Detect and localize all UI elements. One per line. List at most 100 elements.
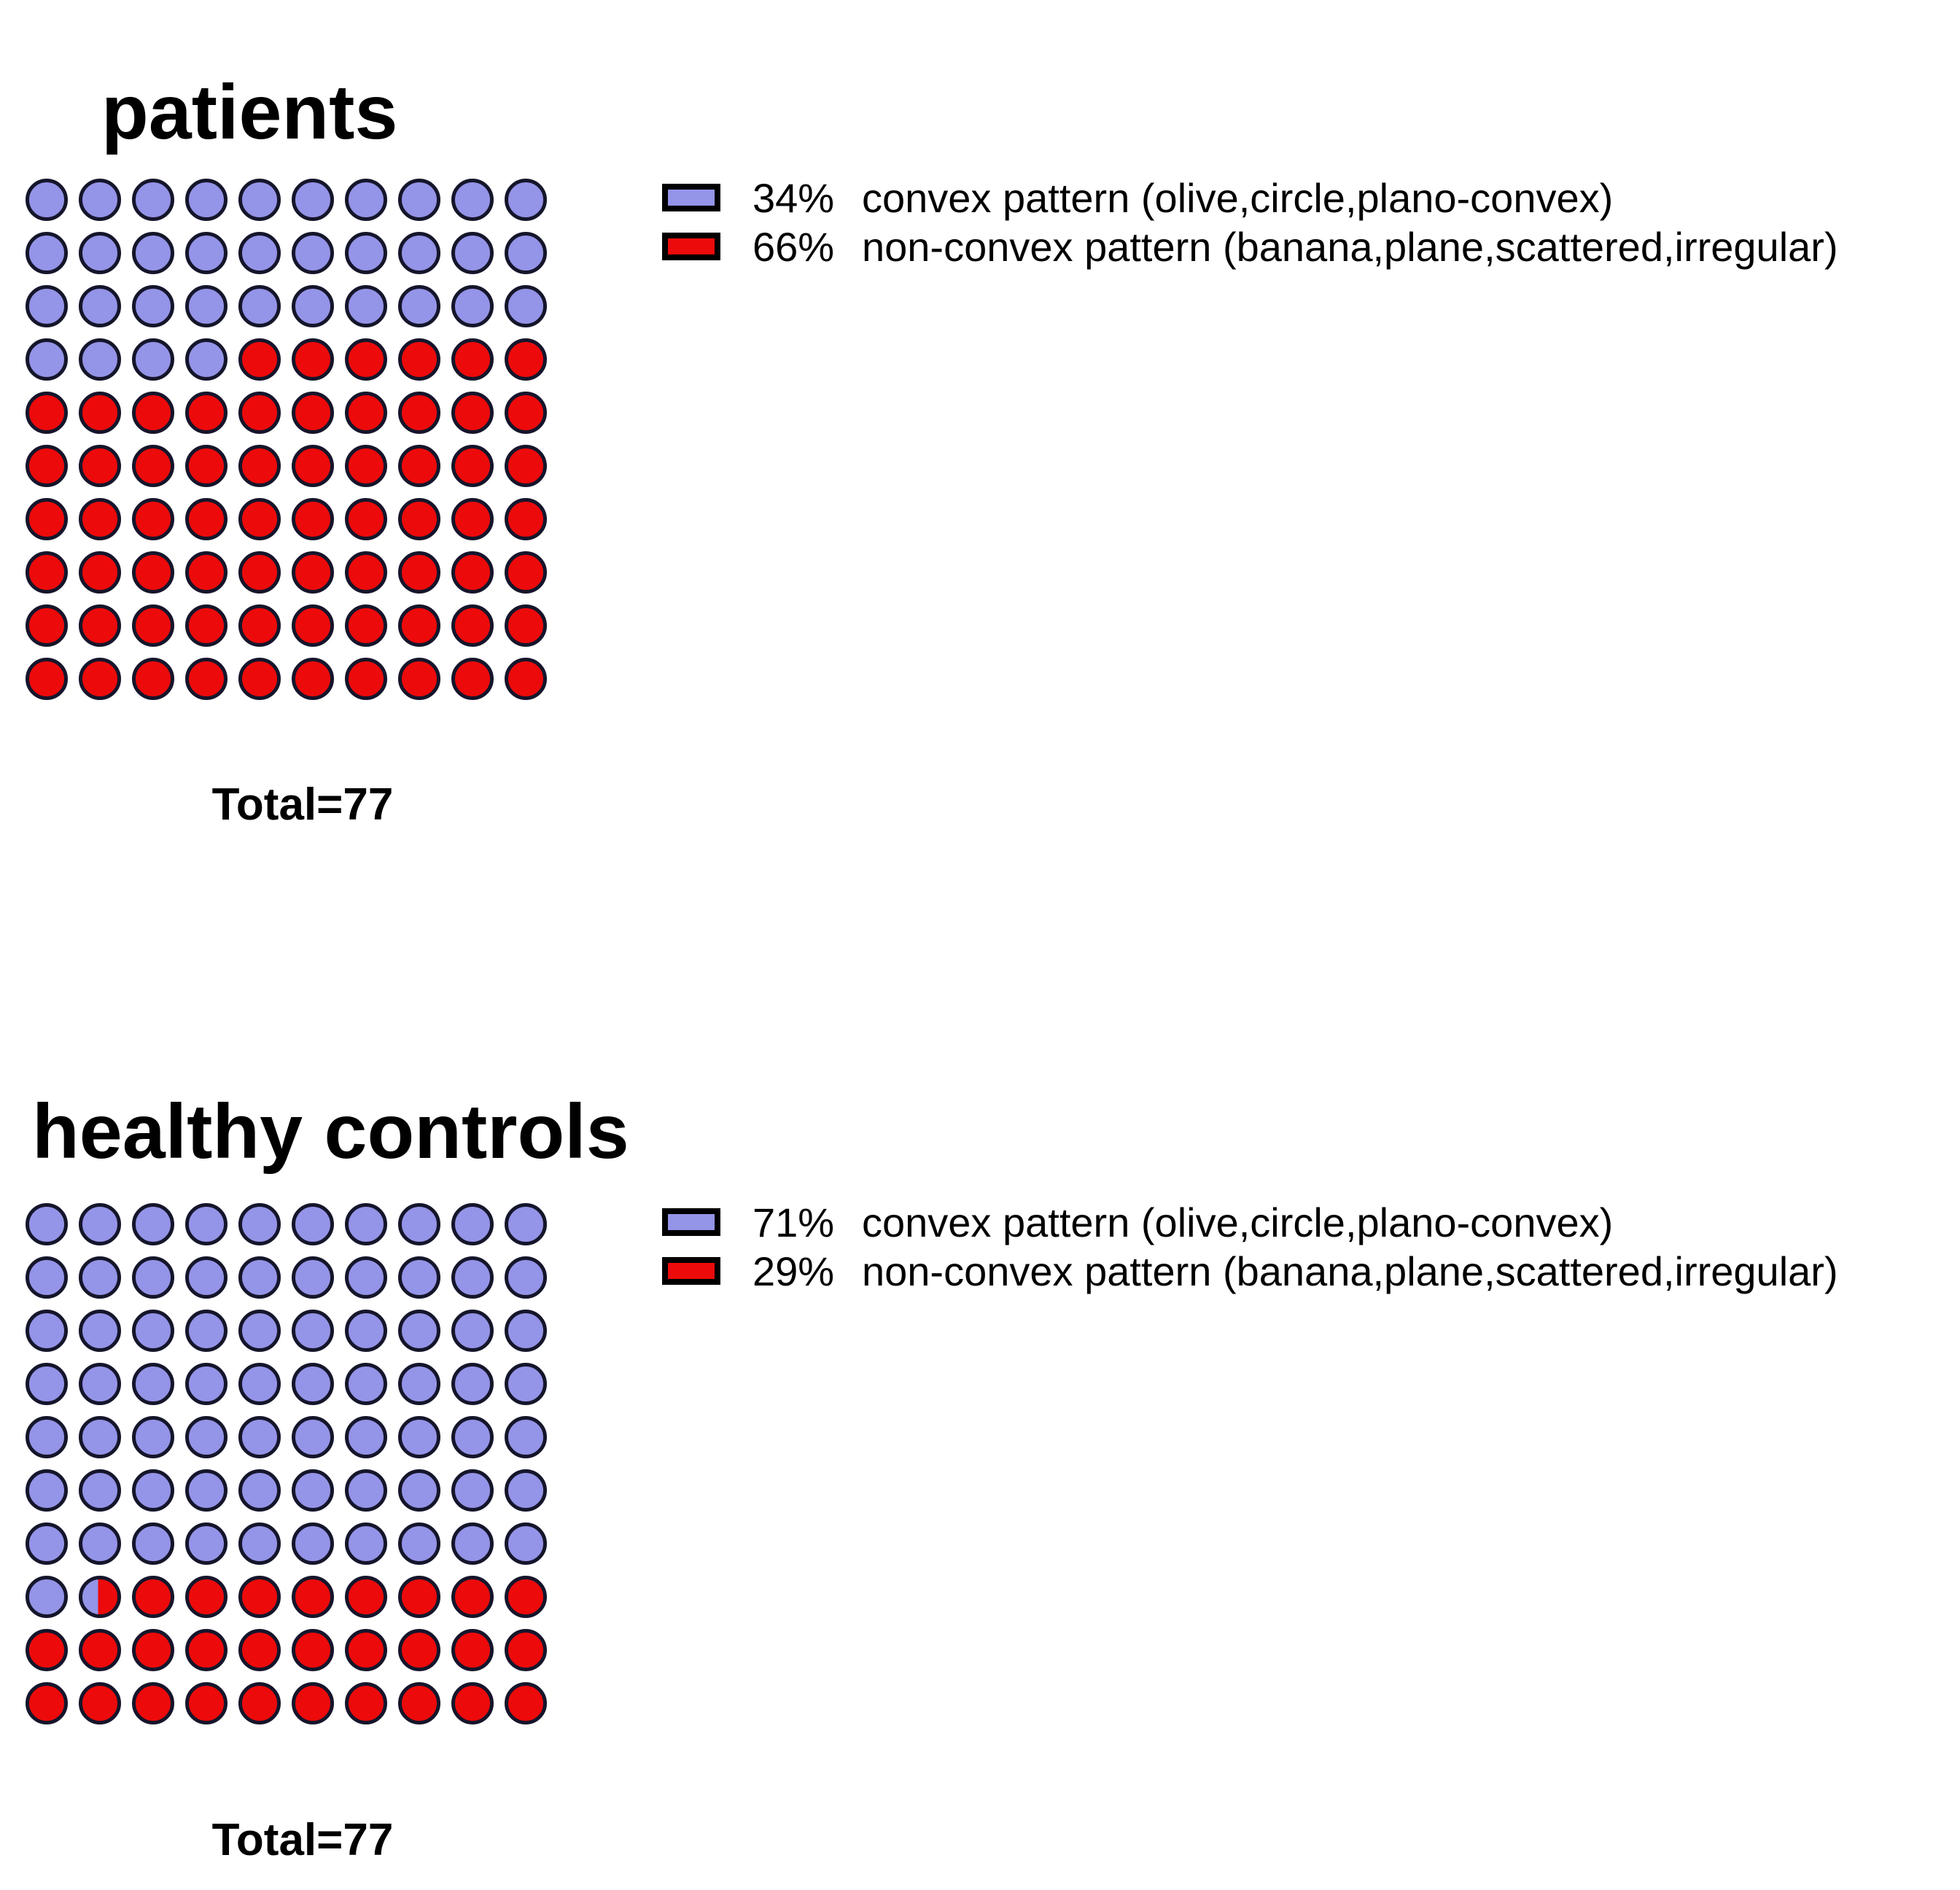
- dot-convex: [505, 232, 547, 274]
- dot-convex: [132, 1469, 174, 1512]
- legend-swatch-convex: [662, 184, 720, 211]
- dot-convex: [79, 1256, 121, 1299]
- dot-nonconvex: [398, 338, 440, 381]
- dot-convex: [79, 1416, 121, 1458]
- legend-label-convex: convex pattern (olive,circle,plano-conve…: [862, 1199, 1614, 1245]
- dot-nonconvex: [185, 445, 228, 487]
- dot-convex: [238, 1522, 281, 1565]
- dot-nonconvex: [132, 551, 174, 594]
- dot-nonconvex: [185, 1629, 228, 1671]
- dot-nonconvex: [505, 498, 547, 540]
- dot-convex: [185, 1203, 228, 1245]
- dot-nonconvex: [79, 551, 121, 594]
- dot-nonconvex: [398, 392, 440, 434]
- legend-patients: 34% convex pattern (olive,circle,plano-c…: [662, 174, 1838, 272]
- dot-nonconvex: [238, 445, 281, 487]
- dot-nonconvex: [398, 1682, 440, 1724]
- legend-item-nonconvex: 29% non-convex pattern (banana,plane,sca…: [662, 1248, 1838, 1294]
- dot-convex: [26, 1416, 68, 1458]
- dot-nonconvex: [505, 604, 547, 647]
- dot-convex: [451, 1469, 494, 1512]
- dot-convex: [132, 1363, 174, 1405]
- dot-convex: [345, 1469, 387, 1512]
- dot-nonconvex: [26, 604, 68, 647]
- legend-label-nonconvex: non-convex pattern (banana,plane,scatter…: [862, 1248, 1838, 1294]
- panel-title-patients: patients: [101, 69, 398, 156]
- dot-convex: [505, 1203, 547, 1245]
- dot-nonconvex: [292, 392, 334, 434]
- dot-nonconvex: [185, 498, 228, 540]
- dot-convex: [26, 338, 68, 381]
- dot-convex: [292, 1203, 334, 1245]
- dot-convex: [451, 1256, 494, 1299]
- dot-nonconvex: [345, 1682, 387, 1724]
- dot-convex: [238, 1469, 281, 1512]
- dot-convex: [26, 1256, 68, 1299]
- dot-nonconvex: [451, 1682, 494, 1724]
- dot-convex: [26, 1203, 68, 1245]
- dot-nonconvex: [238, 1629, 281, 1671]
- legend-percent-nonconvex: 29%: [752, 1248, 835, 1294]
- dot-convex: [26, 1310, 68, 1352]
- legend-item-convex: 34% convex pattern (olive,circle,plano-c…: [662, 174, 1838, 221]
- dot-nonconvex: [26, 392, 68, 434]
- dot-nonconvex: [132, 1576, 174, 1618]
- dot-nonconvex: [292, 1682, 334, 1724]
- dot-convex: [398, 1310, 440, 1352]
- dot-convex: [238, 1203, 281, 1245]
- dot-nonconvex: [451, 551, 494, 594]
- dot-convex: [505, 1256, 547, 1299]
- dot-split: [79, 1576, 121, 1618]
- dot-convex: [185, 232, 228, 274]
- dot-nonconvex: [292, 498, 334, 540]
- dot-convex: [26, 179, 68, 221]
- dot-convex: [79, 179, 121, 221]
- dot-convex: [398, 1522, 440, 1565]
- legend-swatch-nonconvex: [662, 233, 720, 260]
- dot-convex: [185, 1256, 228, 1299]
- legend-percent-convex: 34%: [752, 174, 835, 221]
- dot-convex: [505, 285, 547, 327]
- dot-nonconvex: [238, 392, 281, 434]
- dot-nonconvex: [345, 551, 387, 594]
- dot-nonconvex: [26, 1629, 68, 1671]
- dot-nonconvex: [451, 604, 494, 647]
- dot-convex: [79, 1203, 121, 1245]
- dot-nonconvex: [398, 551, 440, 594]
- dot-nonconvex: [505, 658, 547, 700]
- dot-convex: [398, 1469, 440, 1512]
- dot-grid-healthy-controls: [26, 1203, 558, 1735]
- dot-nonconvex: [345, 445, 387, 487]
- dot-nonconvex: [238, 1682, 281, 1724]
- dot-convex: [345, 232, 387, 274]
- dot-convex: [238, 1363, 281, 1405]
- legend-item-nonconvex: 66% non-convex pattern (banana,plane,sca…: [662, 223, 1838, 270]
- dot-nonconvex: [292, 445, 334, 487]
- dot-convex: [451, 232, 494, 274]
- dot-nonconvex: [345, 392, 387, 434]
- dot-nonconvex: [398, 604, 440, 647]
- dot-convex: [292, 1416, 334, 1458]
- dot-nonconvex: [79, 604, 121, 647]
- total-label-patients: Total=77: [211, 779, 394, 830]
- dot-nonconvex: [451, 392, 494, 434]
- dot-convex: [26, 1469, 68, 1512]
- dot-convex: [451, 1416, 494, 1458]
- dot-nonconvex: [26, 498, 68, 540]
- dot-convex: [132, 1203, 174, 1245]
- dot-nonconvex: [292, 658, 334, 700]
- dot-nonconvex: [505, 445, 547, 487]
- dot-convex: [505, 179, 547, 221]
- dot-nonconvex: [26, 445, 68, 487]
- dot-convex: [292, 179, 334, 221]
- dot-convex: [292, 232, 334, 274]
- dot-nonconvex: [345, 658, 387, 700]
- dot-nonconvex: [292, 338, 334, 381]
- dot-nonconvex: [451, 338, 494, 381]
- dot-nonconvex: [79, 445, 121, 487]
- dot-nonconvex: [79, 658, 121, 700]
- dot-nonconvex: [185, 1576, 228, 1618]
- dot-nonconvex: [345, 1576, 387, 1618]
- dot-convex: [79, 1469, 121, 1512]
- dot-convex: [185, 1310, 228, 1352]
